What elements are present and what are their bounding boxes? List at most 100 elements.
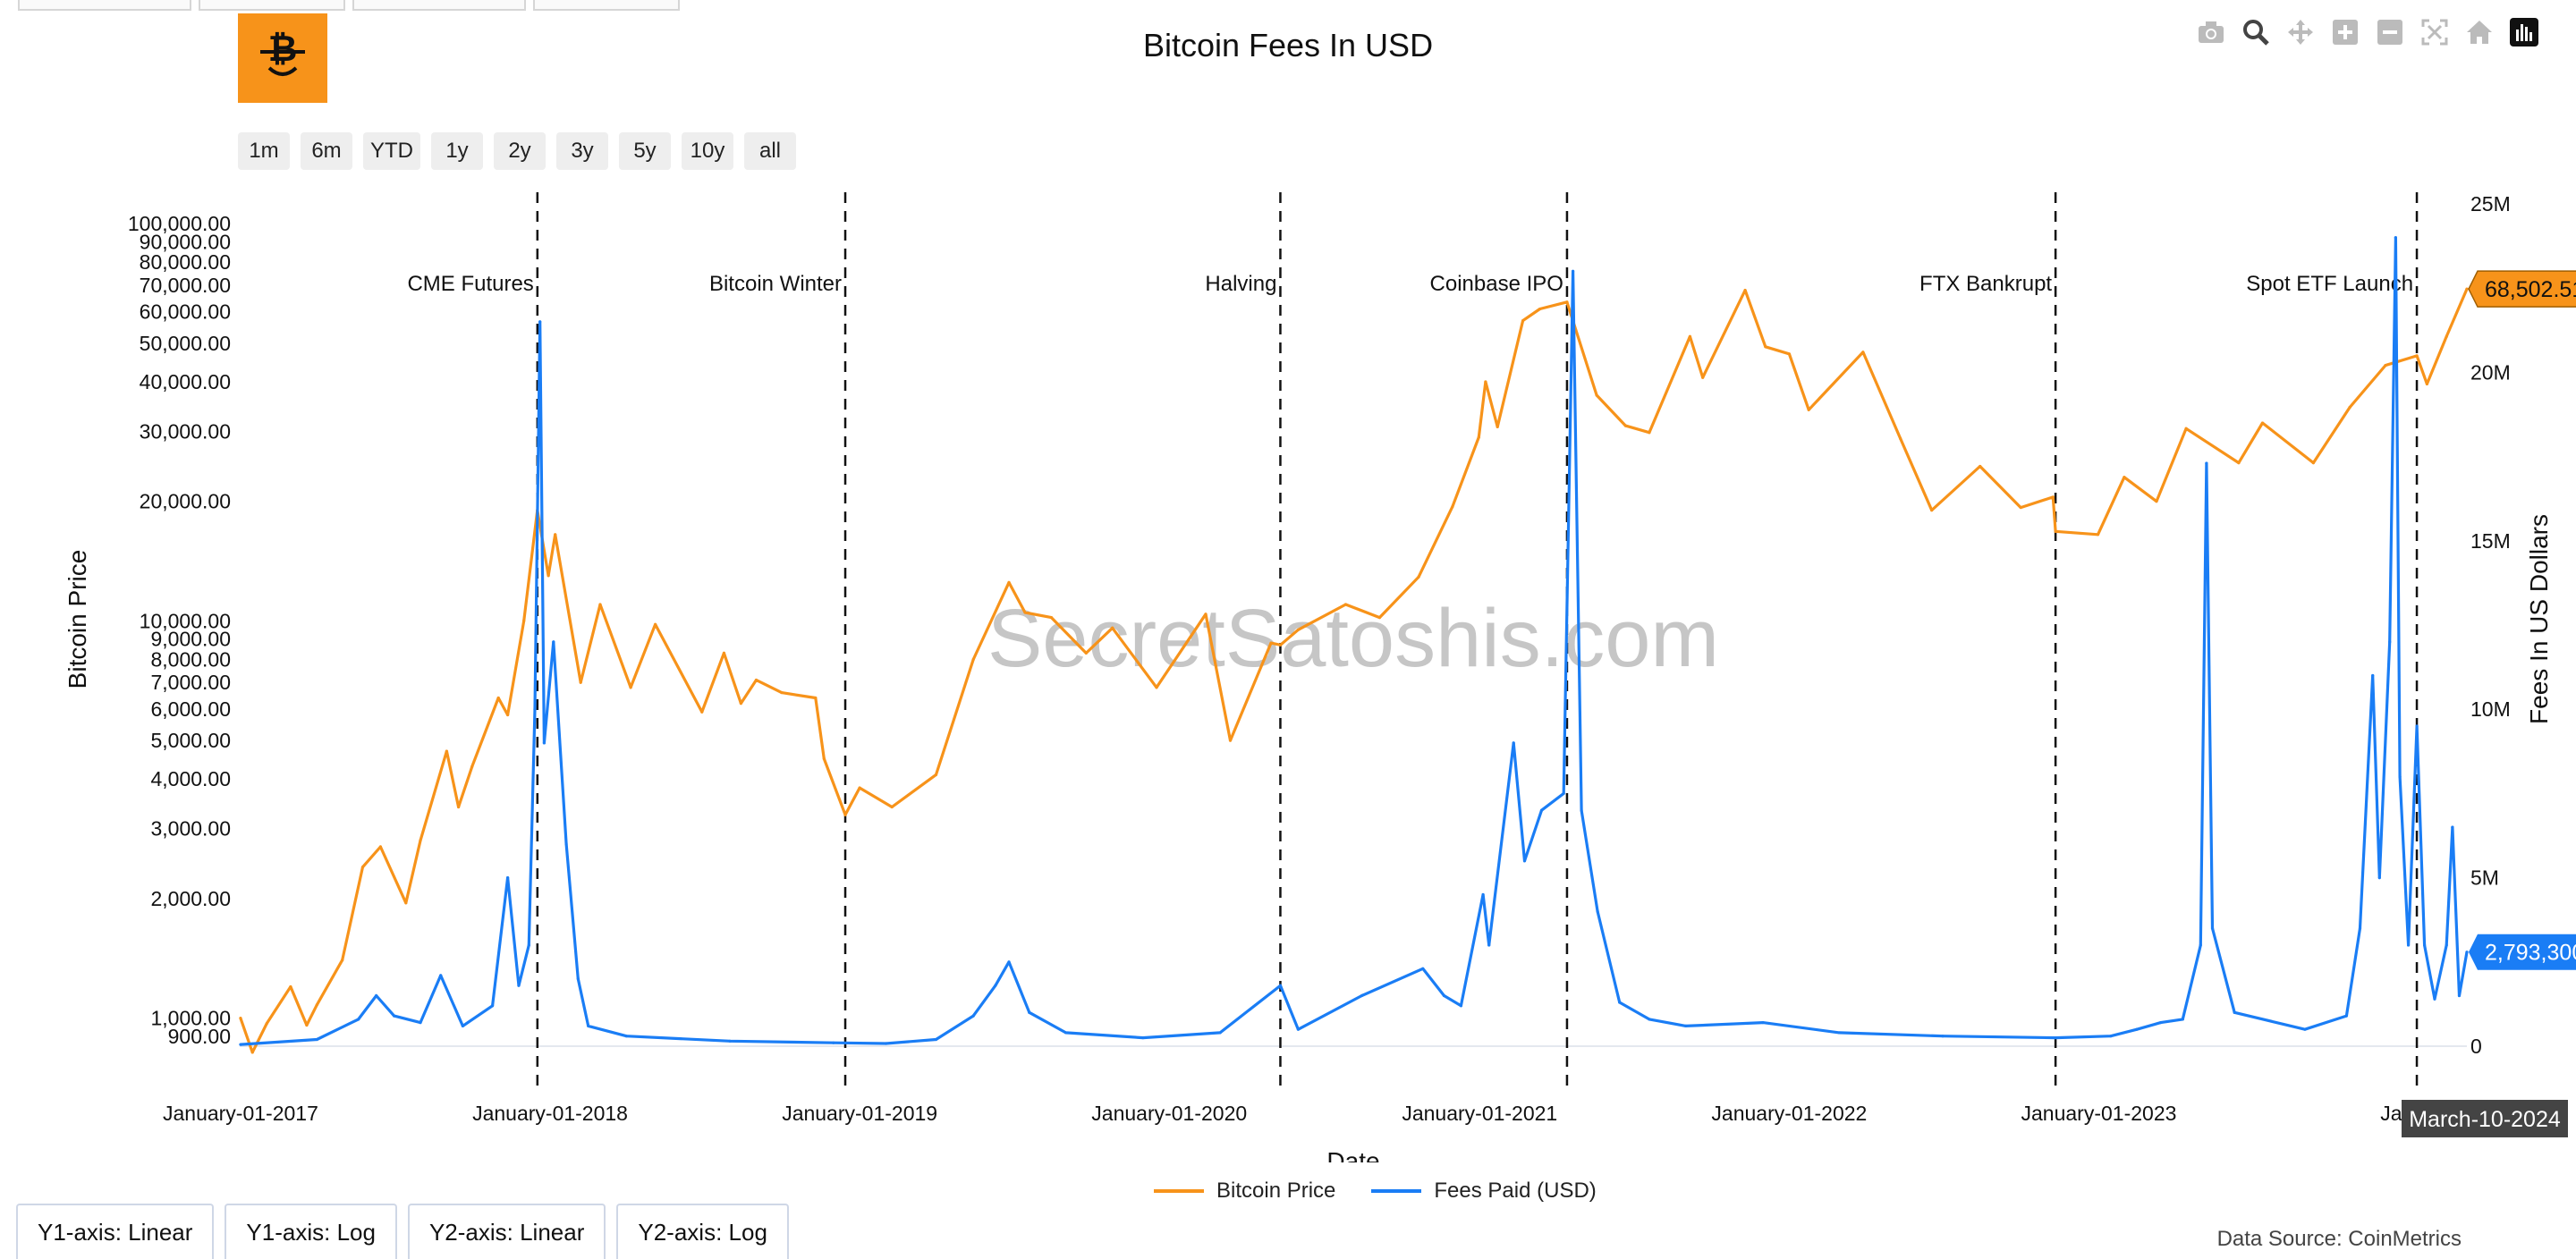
fees-hover-box [2469, 934, 2576, 970]
y2-tick-label: 10M [2470, 697, 2511, 721]
series-1-point-56 [2181, 1018, 2184, 1021]
zoom-icon[interactable] [2240, 16, 2272, 48]
event-label-5: Spot ETF Launch [2246, 272, 2413, 296]
series-1-point-11 [527, 943, 530, 947]
series-1-point-69 [2406, 943, 2411, 947]
range-button-3y[interactable]: 3y [556, 132, 608, 170]
range-button-10y[interactable]: 10y [682, 132, 733, 170]
series-1-point-24 [971, 1014, 975, 1018]
series-0-point-6 [341, 959, 344, 962]
y-tick-label: 90,000.00 [140, 231, 231, 254]
y-tick-label: 1,000.00 [150, 1007, 231, 1030]
range-button-6m[interactable]: 6m [301, 132, 352, 170]
series-1-point-39 [1512, 741, 1515, 745]
zoom-out-icon[interactable] [2374, 16, 2406, 48]
pan-icon[interactable] [2284, 16, 2317, 48]
series-1-point-46 [1618, 1001, 1622, 1004]
series-0-point-7 [360, 866, 365, 869]
x-tick-label: January-01-2023 [2021, 1102, 2177, 1125]
y2-tick-label: 15M [2470, 529, 2511, 553]
y1-linear-button[interactable]: Y1-axis: Linear [16, 1204, 215, 1259]
series-0-point-70 [2019, 505, 2022, 510]
range-button-1m[interactable]: 1m [238, 132, 290, 170]
series-1-point-60 [2233, 1010, 2236, 1014]
series-1-point-33 [1360, 993, 1364, 998]
series-0-point-11 [445, 749, 448, 753]
series-1-point-51 [1941, 1035, 1945, 1038]
series-0-point-31 [843, 813, 847, 816]
range-button-5y[interactable]: 5y [619, 132, 671, 170]
series-1-point-3 [375, 993, 378, 998]
series-0-point-5 [315, 1003, 318, 1007]
series-1-point-28 [1063, 1031, 1068, 1035]
series-0-point-74 [2123, 476, 2126, 479]
series-0-point-39 [1084, 651, 1088, 655]
series-1-point-43 [1571, 269, 1575, 273]
home-icon[interactable] [2463, 16, 2496, 48]
series-1-point-16 [564, 842, 568, 846]
series-1-point-40 [1522, 859, 1527, 863]
series-0-point-83 [2425, 382, 2429, 385]
y2-axis-title: Fees In US Dollars [2525, 514, 2553, 724]
legend-item-fees[interactable]: Fees Paid (USD) [1371, 1179, 1597, 1204]
series-1-point-61 [2303, 1027, 2307, 1031]
series-1-point-59 [2210, 926, 2215, 930]
series-0-point-67 [1898, 436, 1902, 440]
series-0-point-36 [1007, 580, 1011, 584]
series-0-point-8 [378, 845, 383, 849]
x-tick-label: January-01-2018 [472, 1102, 628, 1125]
range-button-ytd[interactable]: YTD [363, 132, 420, 170]
y2-linear-button[interactable]: Y2-axis: Linear [407, 1204, 606, 1259]
event-label-1: Bitcoin Winter [709, 272, 842, 296]
top-tab-stub-3 [352, 0, 526, 11]
series-1-point-13 [538, 320, 542, 324]
series-1-point-34 [1421, 967, 1425, 970]
series-0-point-43 [1228, 739, 1233, 742]
series-0-point-79 [2311, 461, 2315, 465]
legend-swatch-price [1154, 1189, 1204, 1193]
series-1-point-44 [1580, 808, 1583, 812]
legend-item-price[interactable]: Bitcoin Price [1154, 1179, 1335, 1204]
chart-title: Bitcoin Fees In USD [1142, 27, 1434, 63]
autoscale-icon[interactable] [2419, 16, 2451, 48]
y-tick-label: 20,000.00 [140, 490, 231, 513]
series-1-point-12 [533, 707, 537, 711]
series-0-point-48 [1377, 615, 1381, 620]
x-tick-label: January-01-2019 [782, 1102, 937, 1125]
y2-log-button[interactable]: Y2-axis: Log [616, 1204, 789, 1259]
series-1-point-26 [1007, 960, 1011, 964]
series-1-point-4 [392, 1014, 396, 1018]
series-0-point-62 [1743, 288, 1747, 292]
price-hover-box [2468, 270, 2576, 308]
series-1-point-54 [2135, 1027, 2139, 1031]
series-1-point-29 [1141, 1035, 1145, 1040]
series-0-point-55 [1538, 307, 1542, 311]
svg-text:₿: ₿ [268, 29, 298, 70]
series-0-point-13 [470, 765, 474, 768]
y-tick-label: 60,000.00 [140, 300, 231, 324]
series-1-point-18 [587, 1024, 590, 1027]
y-tick-label: 9,000.00 [150, 628, 231, 651]
fees-hover-label: 2,793,300.11 [2485, 941, 2576, 966]
series-1-point-25 [994, 984, 997, 987]
y-tick-label: 40,000.00 [140, 370, 231, 393]
range-button-1y[interactable]: 1y [431, 132, 483, 170]
data-source: Data Source: CoinMetrics [2216, 1227, 2462, 1251]
series-0-point-73 [2096, 533, 2100, 537]
y-axis-title: Bitcoin Price [64, 550, 91, 689]
y1-log-button[interactable]: Y1-axis: Log [225, 1204, 397, 1259]
range-button-2y[interactable]: 2y [494, 132, 546, 170]
series-1-point-8 [490, 1004, 495, 1008]
zoom-in-icon[interactable] [2329, 16, 2361, 48]
series-0-point-58 [1623, 424, 1627, 427]
series-1-point-62 [2344, 1014, 2348, 1018]
series-1-point-53 [2109, 1035, 2113, 1038]
series-0-point-32 [858, 786, 861, 790]
range-button-all[interactable]: all [744, 132, 796, 170]
camera-icon[interactable] [2195, 16, 2227, 48]
series-0-point-72 [2054, 529, 2057, 533]
plotly-logo-icon[interactable] [2508, 16, 2540, 48]
series-0-point-28 [780, 690, 784, 695]
series-0-point-57 [1595, 393, 1598, 397]
